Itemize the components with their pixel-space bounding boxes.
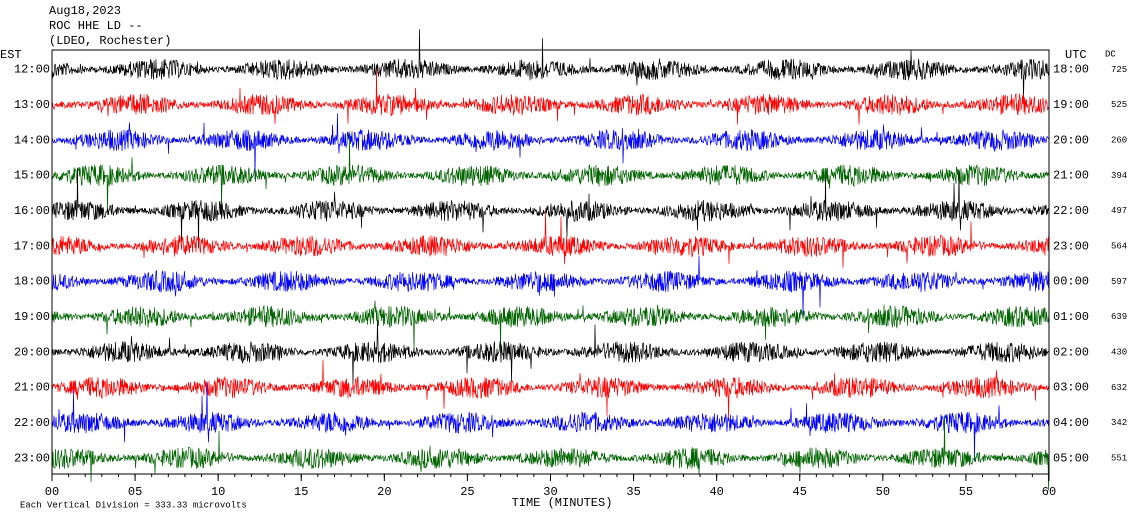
dc-value: 260 bbox=[1111, 135, 1127, 145]
x-tick-label: 00 bbox=[45, 485, 59, 499]
dc-value: 497 bbox=[1111, 206, 1127, 216]
x-tick-label: 10 bbox=[211, 485, 225, 499]
est-time: 22:00 bbox=[14, 416, 50, 430]
utc-label: UTC bbox=[1065, 48, 1087, 62]
seismic-trace bbox=[51, 69, 1050, 125]
x-tick-label: 30 bbox=[543, 485, 557, 499]
utc-time: 02:00 bbox=[1053, 345, 1089, 359]
seismic-trace bbox=[51, 113, 1050, 180]
seismic-trace bbox=[51, 167, 1050, 249]
header-network: (LDEO, Rochester) bbox=[49, 34, 171, 48]
seismic-trace bbox=[51, 29, 1050, 100]
x-tick-label: 20 bbox=[377, 485, 391, 499]
header-station: ROC HHE LD -- bbox=[49, 19, 143, 33]
x-tick-label: 15 bbox=[294, 485, 308, 499]
est-time: 20:00 bbox=[14, 345, 50, 359]
est-time: 18:00 bbox=[14, 275, 50, 289]
est-label: EST bbox=[0, 48, 22, 62]
dc-value: 632 bbox=[1111, 383, 1127, 393]
utc-time: 00:00 bbox=[1053, 275, 1089, 289]
utc-time: 23:00 bbox=[1053, 239, 1089, 253]
est-time: 19:00 bbox=[14, 310, 50, 324]
seismic-trace bbox=[51, 415, 1050, 491]
utc-time: 05:00 bbox=[1053, 451, 1089, 465]
utc-time: 22:00 bbox=[1053, 204, 1089, 218]
utc-time: 01:00 bbox=[1053, 310, 1089, 324]
footer: Each Vertical Division = 333.33 microvol… bbox=[20, 500, 247, 510]
x-tick-label: 50 bbox=[876, 485, 890, 499]
seismic-trace bbox=[51, 320, 1050, 387]
dc-value: 725 bbox=[1111, 65, 1127, 75]
dc-value: 342 bbox=[1111, 418, 1127, 428]
x-axis-title: TIME (MINUTES) bbox=[512, 496, 613, 510]
dc-value: 551 bbox=[1111, 453, 1127, 463]
dc-value: 564 bbox=[1111, 241, 1127, 251]
utc-time: 21:00 bbox=[1053, 169, 1089, 183]
utc-time: 04:00 bbox=[1053, 416, 1089, 430]
x-tick-label: 05 bbox=[128, 485, 142, 499]
x-tick-label: 55 bbox=[959, 485, 973, 499]
seismic-trace bbox=[51, 211, 1050, 268]
utc-time: 19:00 bbox=[1053, 98, 1089, 112]
est-time: 13:00 bbox=[14, 98, 50, 112]
x-tick-label: 60 bbox=[1042, 485, 1056, 499]
utc-time: 20:00 bbox=[1053, 133, 1089, 147]
dc-label: DC bbox=[1105, 49, 1116, 59]
est-time: 23:00 bbox=[14, 451, 50, 465]
est-time: 12:00 bbox=[14, 63, 50, 77]
dc-value: 394 bbox=[1111, 171, 1127, 181]
est-time: 14:00 bbox=[14, 133, 50, 147]
est-time: 16:00 bbox=[14, 204, 50, 218]
x-tick-label: 35 bbox=[626, 485, 640, 499]
x-tick-label: 25 bbox=[460, 485, 474, 499]
dc-value: 525 bbox=[1111, 100, 1127, 110]
x-tick-label: 45 bbox=[793, 485, 807, 499]
dc-value: 430 bbox=[1111, 347, 1127, 357]
x-tick-label: 40 bbox=[709, 485, 723, 499]
header-date: Aug18,2023 bbox=[49, 4, 121, 18]
seismic-trace bbox=[51, 359, 1050, 420]
utc-time: 18:00 bbox=[1053, 63, 1089, 77]
dc-value: 639 bbox=[1111, 312, 1127, 322]
dc-value: 597 bbox=[1111, 277, 1127, 287]
seismic-trace bbox=[51, 381, 1050, 462]
seismic-trace bbox=[51, 133, 1050, 216]
est-time: 17:00 bbox=[14, 239, 50, 253]
est-time: 15:00 bbox=[14, 169, 50, 183]
utc-time: 03:00 bbox=[1053, 381, 1089, 395]
traces bbox=[51, 29, 1050, 491]
est-time: 21:00 bbox=[14, 381, 50, 395]
seismic-trace bbox=[51, 300, 1050, 353]
seismic-trace bbox=[51, 255, 1050, 318]
